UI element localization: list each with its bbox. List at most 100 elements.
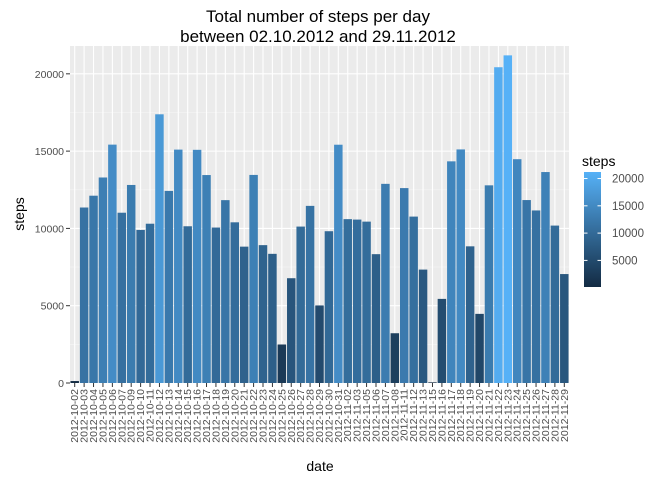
x-tick-label: 2012-10-14: [173, 389, 185, 443]
x-tick-label: 2012-11-20: [474, 389, 486, 442]
x-tick-label: 2012-11-16: [436, 389, 448, 442]
x-tick-label: 2012-10-26: [286, 389, 298, 443]
x-tick-label: 2012-10-30: [323, 389, 335, 443]
legend-colorbar: [584, 172, 601, 287]
bar-2012-11-28: [550, 225, 560, 383]
bar-2012-10-17: [202, 175, 211, 383]
x-tick-label: 2012-11-08: [389, 389, 401, 442]
bar-2012-10-02: [70, 381, 79, 383]
x-tick-label: 2012-11-23: [502, 389, 514, 442]
x-tick-label: 2012-11-26: [531, 389, 543, 442]
bars: [70, 55, 569, 384]
bar-2012-10-22: [249, 174, 258, 383]
x-tick-label: 2012-10-16: [192, 389, 204, 443]
bar-2012-11-07: [381, 183, 390, 383]
bar-2012-10-12: [155, 114, 164, 384]
bar-2012-10-16: [192, 149, 202, 383]
x-tick-label: 2012-10-18: [210, 389, 222, 443]
x-tick-label: 2012-10-05: [97, 389, 109, 443]
legend-tick-label: 10000: [612, 228, 644, 240]
bar-2012-10-15: [183, 226, 192, 383]
x-tick-label: 2012-10-19: [220, 389, 232, 443]
x-tick-label: 2012-11-06: [370, 389, 382, 442]
bar-2012-10-07: [117, 212, 127, 383]
legend-tick-label: 20000: [612, 174, 644, 186]
x-tick-label: 2012-11-22: [493, 389, 505, 442]
bar-2012-10-28: [305, 205, 315, 383]
bar-2012-11-29: [560, 274, 569, 383]
y-tick-label: 5000: [41, 301, 65, 313]
bar-2012-10-31: [334, 144, 343, 383]
x-tick-label: 2012-10-07: [116, 389, 128, 443]
x-tick-label: 2012-10-11: [145, 389, 157, 442]
x-tick-label: 2012-10-04: [88, 389, 100, 443]
x-tick-label: 2012-10-10: [135, 389, 147, 443]
x-tick-label: 2012-10-03: [79, 389, 91, 443]
bar-2012-11-05: [362, 221, 371, 383]
bar-2012-10-21: [239, 246, 249, 383]
x-tick-label: 2012-11-13: [418, 389, 430, 442]
x-tick-label: 2012-10-09: [126, 389, 138, 443]
bar-2012-10-10: [136, 229, 145, 383]
y-tick-label: 0: [58, 378, 64, 390]
bar-2012-11-24: [512, 159, 522, 383]
bar-2012-11-22: [494, 67, 503, 383]
x-tick-label: 2012-10-27: [295, 389, 307, 443]
x-tick-label: 2012-11-19: [465, 389, 477, 442]
bar-2012-10-18: [211, 227, 221, 383]
x-axis: 2012-10-022012-10-032012-10-042012-10-05…: [69, 383, 571, 443]
x-tick-label: 2012-11-24: [512, 389, 524, 442]
x-tick-label: 2012-11-05: [361, 389, 373, 442]
bar-2012-10-14: [174, 149, 183, 383]
x-tick-label: 2012-11-03: [352, 389, 364, 442]
bar-2012-10-20: [230, 222, 240, 383]
bar-2012-10-13: [164, 190, 174, 383]
x-tick-label: 2012-10-22: [248, 389, 260, 443]
x-tick-label: 2012-10-20: [229, 389, 241, 443]
bar-2012-10-09: [126, 184, 136, 383]
bar-2012-10-23: [258, 245, 268, 383]
y-tick-label: 10000: [35, 223, 64, 235]
bar-2012-11-18: [456, 149, 465, 383]
x-tick-label: 2012-11-25: [521, 389, 533, 442]
bar-2012-10-04: [89, 195, 98, 383]
legend-title: steps: [582, 153, 615, 169]
bar-2012-11-26: [531, 210, 541, 383]
bar-2012-10-30: [324, 231, 334, 383]
x-tick-label: 2012-11-27: [540, 389, 552, 442]
bar-2012-11-20: [475, 313, 484, 383]
x-tick-label: 2012-11-28: [549, 389, 561, 442]
x-tick-label: 2012-10-12: [154, 389, 166, 443]
chart-title: Total number of steps per day: [206, 7, 430, 26]
bar-2012-10-26: [287, 278, 296, 383]
bar-2012-11-08: [390, 333, 400, 383]
bar-2012-11-03: [352, 219, 362, 383]
x-tick-label: 2012-10-17: [201, 389, 213, 443]
bar-2012-11-06: [371, 254, 381, 383]
bar-2012-11-17: [447, 161, 456, 383]
x-tick-label: 2012-11-17: [446, 389, 458, 442]
y-axis-title: steps: [11, 197, 27, 230]
legend-ticks: 5000 10000 15000 20000: [584, 174, 644, 267]
x-tick-label: 2012-10-06: [107, 389, 119, 443]
x-axis-title: date: [306, 458, 333, 474]
x-tick-label: 2012-10-25: [276, 389, 288, 443]
x-tick-label: 2012-11-29: [559, 389, 571, 442]
bar-2012-11-13: [418, 269, 428, 383]
legend-tick-label: 5000: [612, 255, 638, 267]
bar-2012-10-29: [315, 305, 324, 383]
x-tick-label: 2012-10-15: [182, 389, 194, 443]
y-axis: 0 5000 10000 15000 20000: [35, 69, 70, 390]
y-tick-label: 15000: [35, 146, 64, 158]
x-tick-label: 2012-11-11: [399, 389, 411, 441]
bar-2012-11-25: [522, 200, 531, 383]
bar-2012-10-03: [79, 207, 89, 383]
bar-2012-10-24: [268, 253, 277, 383]
bar-2012-11-19: [465, 246, 475, 383]
x-tick-label: 2012-10-23: [258, 389, 270, 443]
x-tick-label: 2012-11-12: [408, 389, 420, 442]
x-tick-label: 2012-11-21: [483, 389, 495, 442]
x-tick-label: 2012-11-07: [380, 389, 392, 442]
bar-2012-11-16: [437, 298, 447, 383]
bar-2012-10-19: [221, 200, 230, 383]
